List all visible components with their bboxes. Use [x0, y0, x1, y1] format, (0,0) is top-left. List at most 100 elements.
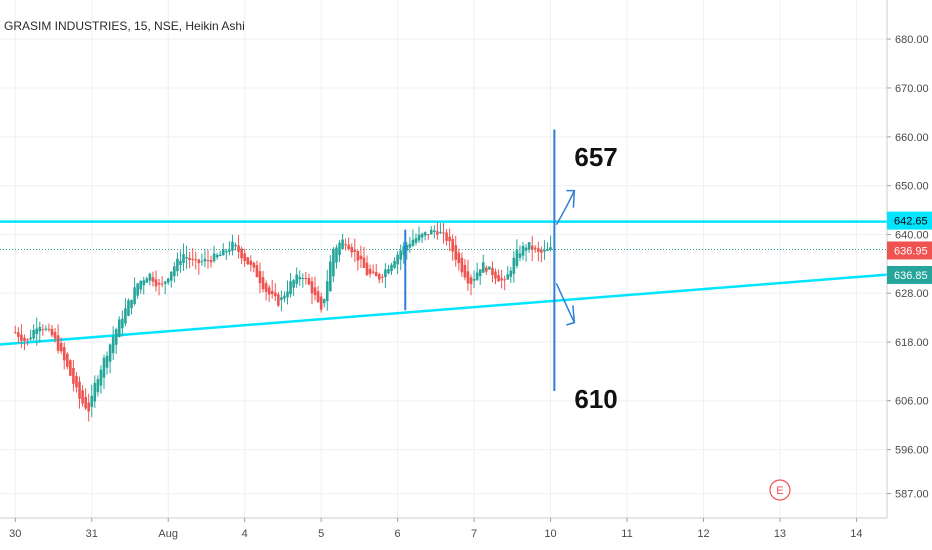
- candle-body: [185, 257, 188, 259]
- candle-body: [23, 337, 26, 341]
- candle-body: [530, 245, 534, 250]
- candle-body: [500, 278, 503, 281]
- candle-body: [417, 234, 421, 241]
- candle-body: [179, 260, 182, 265]
- candle-body: [353, 249, 357, 252]
- candle-body: [322, 299, 326, 304]
- candle-body: [442, 232, 445, 234]
- candle-body: [292, 280, 295, 288]
- candle-body: [283, 295, 286, 299]
- candle-body: [234, 244, 237, 247]
- candle-body: [65, 353, 69, 367]
- time-tick-label: 10: [544, 528, 556, 540]
- candle-body: [494, 271, 497, 279]
- time-axis: 30 31 Aug 4 5 6 7 10 11 12 13 14: [9, 518, 863, 540]
- candle-body: [277, 294, 280, 306]
- breakout-up-arrow: [555, 190, 576, 226]
- candle-body: [371, 271, 375, 273]
- candle-body: [481, 262, 485, 273]
- time-tick-label: 7: [471, 528, 477, 540]
- price-tick-label: 680.00: [895, 34, 929, 46]
- candle-body: [289, 281, 292, 295]
- candle-body: [44, 328, 48, 330]
- candle-body: [176, 258, 179, 272]
- candle-body: [258, 271, 262, 284]
- candle-body: [270, 291, 274, 295]
- candle-body: [381, 276, 384, 278]
- candle-body: [142, 280, 146, 286]
- candle-body: [130, 299, 133, 309]
- candle-body: [96, 379, 100, 393]
- candle-body: [218, 254, 222, 257]
- candle-body: [50, 328, 54, 336]
- candle-body: [402, 245, 406, 256]
- candle-body: [209, 260, 213, 263]
- candle-body: [99, 369, 103, 386]
- candle-body: [246, 257, 250, 265]
- candle-body: [537, 248, 540, 252]
- candle-body: [543, 249, 546, 252]
- candle-body: [145, 278, 149, 283]
- candle-body: [540, 250, 543, 253]
- candle-body: [237, 245, 240, 252]
- candle-body: [17, 332, 20, 337]
- candle-body: [512, 257, 516, 274]
- candle-body: [75, 375, 78, 388]
- candle-body: [26, 339, 29, 341]
- candle-body: [335, 247, 338, 263]
- candle-body: [261, 277, 265, 290]
- candle-body: [84, 396, 87, 409]
- candle-body: [527, 242, 531, 250]
- candle-body: [111, 336, 115, 354]
- candle-body: [411, 239, 415, 246]
- candle-body: [13, 332, 17, 334]
- candle-body: [243, 253, 246, 261]
- price-badges: 642.65 636.95 636.85: [887, 211, 932, 284]
- price-tick-label: 587.00: [895, 489, 929, 501]
- candle-body: [41, 329, 45, 331]
- candle-body: [273, 292, 277, 297]
- candle-body: [69, 360, 72, 376]
- candle-body: [215, 254, 219, 258]
- candle-body: [332, 248, 335, 277]
- candle-body: [221, 249, 225, 256]
- candle-body: [448, 236, 451, 242]
- candle-body: [533, 247, 537, 249]
- price-tick-label: 596.00: [895, 445, 929, 457]
- candle-body: [62, 347, 66, 361]
- candle-body: [252, 262, 256, 268]
- candle-body: [420, 233, 424, 238]
- candle-body: [102, 357, 106, 378]
- time-axis-panel[interactable]: [0, 518, 932, 550]
- candle-body: [200, 261, 204, 263]
- time-tick-label: 11: [621, 528, 632, 540]
- candle-body: [319, 296, 323, 310]
- price-tick-label: 628.00: [895, 288, 929, 300]
- candle-body: [454, 245, 458, 260]
- candle-body: [286, 291, 289, 298]
- candle-body: [445, 232, 448, 241]
- price-badge: [887, 241, 932, 260]
- candle-body: [368, 268, 372, 274]
- candle-body: [316, 291, 320, 303]
- target-lower-label: 610: [574, 384, 617, 414]
- candle-body: [396, 254, 399, 265]
- time-tick-label: 12: [697, 528, 709, 540]
- time-tick-label: 14: [850, 528, 862, 540]
- candle-body: [133, 287, 136, 304]
- candle-body: [341, 239, 344, 249]
- price-tick-label: 660.00: [895, 132, 929, 144]
- candle-body: [338, 242, 341, 256]
- breakout-up-arrowhead: [566, 189, 576, 208]
- price-tick-label: 650.00: [895, 181, 929, 193]
- candle-body: [549, 247, 552, 250]
- candle-body: [267, 287, 271, 295]
- candle-body: [393, 261, 396, 268]
- candle-body: [127, 300, 130, 316]
- time-tick-label: 6: [395, 528, 401, 540]
- candle-body: [90, 395, 94, 408]
- candle-body: [47, 328, 51, 330]
- candle-body: [506, 274, 510, 280]
- candle-body: [35, 328, 39, 335]
